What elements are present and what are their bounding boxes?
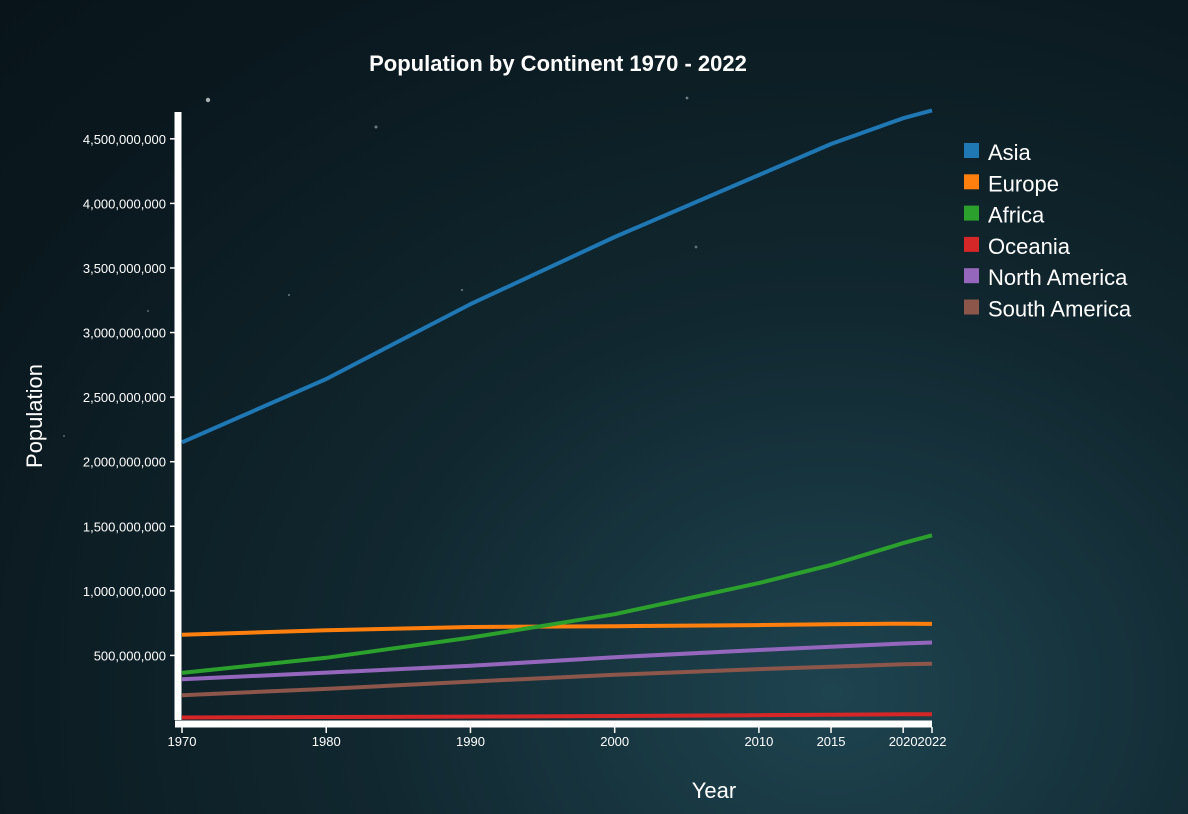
series-line-africa <box>181 533 933 675</box>
legend-swatch <box>964 205 979 221</box>
x-axis-label: Year <box>692 778 736 803</box>
legend-label: South America <box>988 297 1132 322</box>
plot-area <box>181 108 933 720</box>
x-tick-label: 2015 <box>817 734 846 749</box>
y-tick-label: 4,000,000,000 <box>83 196 166 211</box>
y-axis-ticks: 500,000,000 1,000,000,000 1,500,000,000 2,0… <box>83 132 176 663</box>
x-tick-label: 2010 <box>744 734 773 749</box>
legend-swatch <box>964 174 979 190</box>
y-tick-label: 4,500,000,000 <box>83 132 166 147</box>
legend-label: North America <box>988 265 1128 290</box>
y-axis-label: Population <box>22 364 47 468</box>
y-tick-label: 2,500,000,000 <box>83 390 166 405</box>
series-line-north-america <box>181 640 933 682</box>
series-line-europe <box>181 621 933 637</box>
y-tick-label: 2,000,000,000 <box>83 455 166 470</box>
legend: Asia Europe Africa Oceania North America Sout… <box>964 140 1132 322</box>
y-tick-label: 3,000,000,000 <box>83 326 166 341</box>
x-tick-label: 2020 <box>889 734 918 749</box>
series-line-south-america <box>181 661 933 698</box>
legend-label: Africa <box>988 203 1045 228</box>
series-line-oceania <box>181 712 933 720</box>
series-line-asia <box>181 108 933 445</box>
x-tick-label: 1970 <box>168 734 197 749</box>
legend-swatch <box>964 299 979 315</box>
legend-swatch <box>964 268 979 284</box>
x-tick-label: 2022 <box>918 734 947 749</box>
y-tick-label: 500,000,000 <box>94 648 166 663</box>
chart-title: Population by Continent 1970 - 2022 <box>369 51 747 76</box>
legend-label: Europe <box>988 171 1059 196</box>
legend-swatch <box>964 143 979 158</box>
x-tick-label: 1980 <box>312 734 341 749</box>
y-tick-label: 1,500,000,000 <box>83 519 166 534</box>
background-stars <box>62 96 698 438</box>
legend-label: Oceania <box>988 234 1071 259</box>
x-axis-ticks: 1970 1980 1990 2000 2010 2015 2020 2022 <box>168 727 947 749</box>
legend-label: Asia <box>988 140 1032 165</box>
legend-swatch <box>964 236 979 252</box>
x-tick-label: 1990 <box>456 734 485 749</box>
y-tick-label: 3,500,000,000 <box>83 261 166 276</box>
y-tick-label: 1,000,000,000 <box>83 584 166 599</box>
x-tick-label: 2000 <box>600 734 629 749</box>
